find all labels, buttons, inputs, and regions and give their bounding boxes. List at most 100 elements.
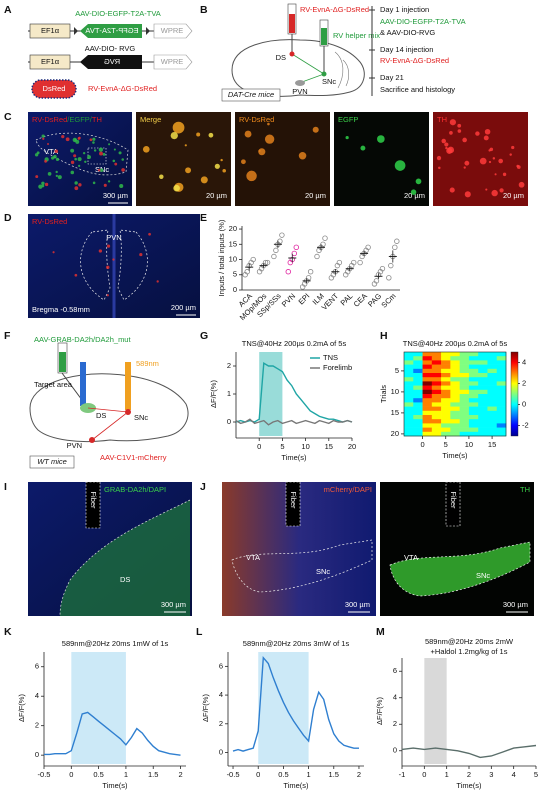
heat-cell (422, 389, 433, 395)
panel-d: RV-DsRed PVN Bregma -0.58mm 200 µm (28, 214, 200, 318)
heat-cell (450, 352, 460, 357)
heat-cell (496, 402, 507, 407)
projection (291, 53, 325, 75)
heat-cell (459, 406, 470, 412)
legend-label: Forelimb (323, 363, 352, 372)
heat-cell (478, 394, 488, 399)
y-tick-label: 1 (227, 389, 231, 398)
heat-cell (413, 402, 423, 407)
heat-cell (422, 373, 433, 378)
cell-body (214, 163, 220, 169)
cell-body (463, 166, 466, 169)
heat-cell (441, 373, 451, 378)
promoter: EF1α (41, 26, 60, 35)
y-tick-label: 2 (219, 719, 223, 728)
timeline-step: Day 14 injection (380, 45, 433, 54)
heat-cell (450, 381, 460, 386)
heat-cell (450, 431, 460, 437)
heat-cell (478, 356, 488, 361)
region-label: DS (276, 53, 286, 62)
cell-body (156, 280, 159, 283)
heat-cell (468, 368, 479, 374)
heat-cell (478, 381, 488, 386)
wpre: WPRE (161, 26, 184, 35)
heat-cell (404, 368, 414, 374)
stain: RV-DsRed (32, 115, 67, 124)
th-signal (389, 541, 531, 597)
cell-body (52, 251, 55, 254)
cell-body (112, 159, 116, 163)
cell-body (222, 168, 226, 173)
heat-cell (468, 364, 479, 370)
y-tick-label: 15 (229, 239, 237, 248)
x-tick-label: 0 (257, 442, 261, 451)
cell-body (57, 175, 62, 180)
chart-title: 589nm@20Hz 20ms 2mW (425, 637, 514, 646)
panel-i: Fiber GRAB-DA2h/DAPI DS 300 µm (28, 481, 192, 617)
heat-cell (496, 360, 507, 365)
heat-cell (404, 402, 414, 407)
heat-cell (487, 389, 498, 395)
micrograph (433, 112, 528, 206)
cell-body (41, 181, 45, 186)
heat-cell (496, 394, 507, 399)
heat-cell (478, 360, 488, 365)
y-axis-label: ΔF/F(%) (375, 697, 384, 725)
cell-body (489, 147, 494, 152)
heat-cell (431, 402, 442, 407)
x-tick-label: -0.5 (227, 770, 240, 779)
x-tick-label: PAG (366, 291, 383, 308)
heat-cell (413, 389, 423, 395)
scale-label: 20 µm (404, 191, 425, 200)
heat-cell (413, 377, 423, 382)
y-tick-label: 5 (395, 366, 399, 375)
cell-body (78, 164, 81, 167)
x-tick-label: 5 (534, 770, 538, 779)
x-tick-label: VENT (320, 291, 341, 312)
data-point (271, 253, 277, 260)
stimulus-window (71, 652, 126, 764)
stain-label: GRAB-DA2h/DAPI (104, 485, 166, 494)
stimulus-window (258, 652, 309, 764)
cell-body (47, 172, 52, 176)
heat-cell (459, 394, 470, 399)
heat-cell (413, 410, 423, 416)
cell-body (485, 188, 488, 191)
y-axis-label: Inputs / total inputs (%) (217, 219, 226, 296)
cell-body (41, 134, 45, 138)
heat-cell (413, 423, 423, 428)
heat-cell (422, 360, 433, 365)
colorbar-label: -2 (522, 420, 529, 429)
y-tick-label: 6 (35, 662, 39, 671)
heat-cell (441, 385, 451, 391)
y-axis-label: ΔF/F(%) (201, 694, 210, 722)
heat-cell (450, 423, 460, 428)
heat-cell (478, 431, 488, 437)
heat-cell (413, 385, 423, 391)
cell-body (438, 166, 441, 170)
cell-body (114, 162, 118, 166)
cell-body (87, 155, 91, 160)
stain-label: Merge (140, 115, 161, 124)
panel-b: RV-EvnA-ΔG-DsRed RV helper mix DS SNc PV… (221, 3, 466, 102)
syringe-fill (289, 14, 295, 33)
heat-cell (450, 410, 460, 416)
heat-cell (496, 377, 507, 382)
cell-body (74, 157, 77, 161)
chart-title: 589nm@20Hz 20ms 1mW of 1s (62, 639, 169, 648)
heat-cell (459, 352, 470, 357)
heat-cell (459, 377, 470, 382)
y-tick-label: 0 (35, 750, 39, 759)
cell-body (345, 135, 349, 140)
heat-cell (413, 431, 423, 437)
cell-body (44, 159, 48, 163)
heat-cell (422, 423, 433, 428)
heat-cell (441, 352, 451, 357)
cell-body (98, 147, 104, 152)
heat-cell (496, 419, 507, 424)
colorbar-label: 2 (522, 378, 526, 387)
heat-cell (422, 410, 433, 416)
data-point (285, 269, 291, 275)
heat-cell (441, 364, 451, 370)
region-outline (59, 499, 191, 617)
